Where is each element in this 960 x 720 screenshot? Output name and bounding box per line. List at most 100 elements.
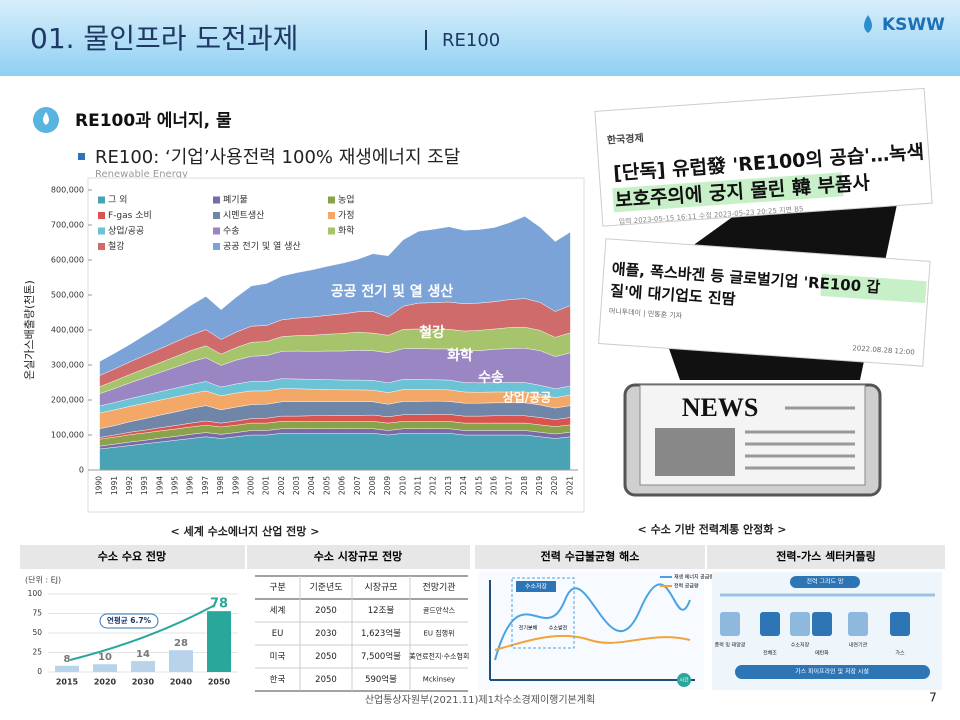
bullet-main: RE100과 에너지, 물 (75, 111, 232, 131)
news-clip (598, 238, 931, 367)
trend-arrow (69, 604, 216, 661)
table-header: 기준년도 (309, 582, 342, 593)
panel-header (475, 545, 705, 569)
annotation: 공공 전기 및 열 생산 (331, 283, 454, 300)
sub-bullet (78, 153, 85, 160)
y-tick-label: 500,000 (51, 291, 84, 300)
page-number: 7 (929, 691, 937, 705)
table-cell: 한국 (270, 675, 286, 685)
grid-tag (790, 576, 860, 588)
footer-source: 산업통상자원부(2021.11)제1차수소경제이행기본계획 (365, 693, 595, 706)
x-tick-label: 1995 (171, 476, 180, 495)
table-cell: EU (272, 629, 284, 639)
node-label: 내연기관 (849, 642, 868, 649)
x-tick-label: 1999 (231, 476, 240, 495)
pipeline-tag (735, 665, 930, 679)
table-cell: 2050 (315, 606, 337, 616)
legend-swatch (213, 227, 220, 235)
legend-swatch (213, 243, 220, 250)
panel-header (707, 545, 945, 569)
bar (169, 650, 193, 672)
node-label: 전해조 (763, 650, 777, 657)
panel-title: 전력-가스 섹터커플링 (776, 549, 875, 563)
storage-tag (516, 581, 556, 592)
annotation: 연평균 6.7% (107, 615, 152, 625)
annotation: 철강 (419, 324, 445, 341)
annotation: 상업/공공 (503, 390, 552, 405)
diagram-label: 수소발전 (549, 625, 568, 632)
x-tick-label: 2020 (94, 678, 117, 687)
table-cell: 2050 (315, 675, 337, 685)
legend-label: 폐기물 (223, 194, 248, 206)
legend-swatch (98, 212, 105, 219)
x-tick-label: 2013 (444, 476, 453, 495)
supply-curve (494, 583, 691, 661)
x-tick-label: 2050 (208, 678, 231, 687)
legend-label: 화학 (338, 226, 355, 237)
node-icon (720, 612, 740, 636)
legend-label: 농업 (338, 195, 355, 206)
table-cell: 1,623억불 (361, 628, 401, 639)
value-label: 8 (64, 654, 71, 665)
bar (93, 664, 117, 672)
legend-swatch (328, 196, 335, 204)
table-cell: EU 집행위 (423, 629, 454, 638)
logo: KSWW (882, 15, 945, 35)
diagram-bg (478, 572, 704, 690)
bar (207, 611, 231, 672)
x-tick-label: 1994 (155, 476, 164, 495)
x-tick-label: 2000 (246, 476, 255, 495)
table-cell: 2030 (315, 629, 337, 639)
x-tick-label: 2009 (383, 476, 392, 495)
grid-label: 전력 그리드 망 (807, 578, 844, 586)
news-label: NEWS (682, 393, 759, 422)
y-tick-label: 50 (32, 628, 42, 637)
y-tick-label: 800,000 (51, 186, 84, 195)
x-tick-label: 2012 (429, 476, 438, 495)
time-label: 시간 (679, 677, 689, 684)
legend-swatch (213, 196, 220, 204)
annotation-box (99, 613, 159, 629)
x-tick-label: 1991 (110, 476, 119, 495)
x-tick-label: 2017 (505, 476, 514, 495)
logo-drop (864, 15, 872, 33)
table-cell: 590억불 (365, 674, 397, 685)
annotation: 수송 (478, 370, 504, 386)
node-icon (848, 612, 868, 636)
table-cell: 2050 (315, 652, 337, 662)
news-icon: NEWS (623, 383, 882, 497)
legend-swatch (98, 243, 105, 250)
legend-swatch (328, 212, 335, 219)
panel-header (247, 545, 470, 569)
y-tick-label: 25 (32, 648, 42, 657)
legend-label: 수송 (223, 226, 240, 237)
table-cell: 12조불 (368, 605, 395, 616)
x-tick-label: 2040 (170, 678, 193, 687)
bullet-note: Renewable Energy (95, 169, 188, 180)
y-tick-label: 700,000 (51, 221, 84, 230)
table-header: 시장규모 (364, 582, 397, 593)
x-tick-label: 2003 (292, 476, 301, 495)
panel-title: 전력 수급불균형 해소 (541, 549, 640, 563)
x-tick-label: 2019 (535, 476, 544, 495)
legend-swatch (213, 212, 220, 219)
x-tick-label: 2015 (56, 678, 79, 687)
x-tick-label: 1990 (95, 476, 104, 495)
table-cell: Mckinsey (423, 676, 455, 684)
value-label: 14 (136, 649, 150, 660)
node-label: 수소저장 (791, 642, 810, 649)
legend-label: 전력 공급량 (674, 583, 699, 590)
table-header: 전망기관 (422, 582, 455, 593)
legend-label: 재생 에너지 공급량 (674, 574, 714, 581)
table-header: 구분 (269, 582, 286, 593)
y-axis-label: 온실가스배출량(천톤) (22, 280, 36, 380)
y-tick-label: 75 (32, 609, 42, 618)
annotations: 공공 전기 및 열 생산 철강 화학 수송 상업/공공 (331, 283, 552, 405)
time-badge (677, 673, 691, 687)
x-tick-label: 2010 (398, 476, 407, 495)
node-icon (790, 612, 810, 636)
x-tick-label: 2002 (277, 476, 286, 495)
x-tick-label: 2011 (414, 476, 423, 495)
node-label: 메탄화 (815, 650, 829, 657)
